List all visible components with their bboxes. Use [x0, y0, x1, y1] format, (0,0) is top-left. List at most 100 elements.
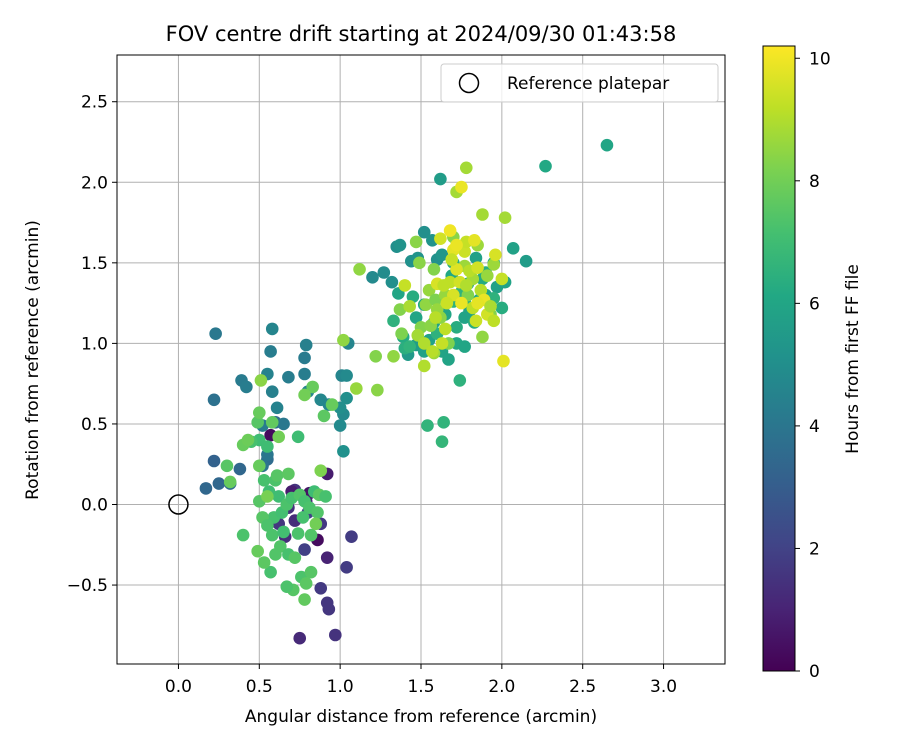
data-point	[489, 248, 502, 262]
y-tick-label: 1.5	[81, 254, 108, 274]
data-point	[409, 235, 423, 249]
data-point	[366, 271, 379, 284]
reference-platepar-marker	[168, 494, 189, 515]
data-point	[450, 320, 463, 334]
data-point	[450, 262, 463, 276]
colorbar: 0 2 4 6 8 10 Hours from first FF file	[762, 45, 863, 682]
data-point	[459, 161, 473, 175]
data-point	[270, 469, 284, 482]
data-point	[272, 430, 286, 444]
data-point	[277, 525, 290, 539]
data-point	[309, 517, 323, 531]
data-point	[298, 543, 311, 556]
data-point	[233, 462, 247, 476]
data-point	[421, 419, 434, 432]
data-point	[333, 419, 347, 432]
data-point	[437, 279, 450, 292]
colorbar-ticks: 0 2 4 6 8 10	[795, 49, 831, 682]
data-point	[240, 380, 253, 394]
data-point	[435, 337, 449, 350]
data-point	[298, 367, 311, 381]
data-point	[282, 370, 295, 384]
data-point	[320, 551, 334, 564]
data-point	[314, 581, 328, 595]
data-point	[298, 593, 311, 606]
data-point	[476, 208, 489, 221]
data-point	[277, 417, 290, 431]
y-tick-label: 0.0	[81, 496, 108, 516]
data-point	[406, 290, 420, 303]
data-point	[257, 556, 271, 569]
data-point	[443, 224, 457, 237]
data-point	[304, 528, 318, 542]
y-tick-label: 0.5	[81, 415, 108, 435]
data-point	[209, 327, 222, 341]
data-point	[458, 340, 471, 353]
data-point	[403, 300, 416, 313]
data-point	[282, 467, 295, 481]
data-point	[252, 406, 266, 419]
data-point	[435, 248, 449, 262]
data-point	[468, 233, 481, 247]
data-point	[337, 445, 350, 458]
data-point	[261, 490, 274, 503]
colorbar-tick-label: 4	[809, 417, 820, 437]
data-point	[417, 359, 431, 373]
data-point	[495, 272, 509, 286]
data-point	[429, 311, 442, 324]
data-point	[429, 293, 442, 307]
legend-box	[440, 63, 719, 103]
data-point	[506, 242, 520, 255]
data-point	[413, 256, 426, 270]
data-point	[497, 354, 510, 368]
data-point	[265, 416, 279, 429]
data-point	[387, 314, 400, 328]
data-point	[417, 225, 431, 239]
data-point	[398, 279, 412, 292]
data-point	[480, 269, 494, 283]
colorbar-tick-label: 2	[809, 539, 820, 559]
data-point	[539, 159, 552, 173]
legend-label: Reference platepar	[507, 74, 669, 94]
data-point	[251, 416, 264, 429]
data-point	[474, 283, 488, 297]
colorbar-tick-label: 10	[809, 49, 831, 69]
data-point	[298, 351, 311, 365]
y-axis-ticks: −0.5 0.0 0.5 1.0 1.5 2.0 2.5	[67, 93, 117, 596]
scatter-points	[199, 138, 614, 645]
legend: Reference platepar	[440, 63, 719, 103]
data-point	[519, 254, 533, 268]
data-point	[270, 401, 284, 415]
data-point	[469, 251, 483, 265]
y-tick-label: 1.0	[81, 334, 108, 354]
data-point	[320, 596, 334, 610]
data-point	[487, 258, 501, 271]
data-point	[299, 577, 313, 590]
data-point	[265, 385, 279, 399]
data-point	[236, 528, 250, 542]
data-point	[395, 327, 408, 341]
x-tick-label: 2.0	[488, 677, 515, 697]
data-point	[453, 374, 467, 387]
data-point	[269, 548, 282, 561]
data-point	[299, 338, 313, 352]
data-point	[393, 303, 407, 316]
data-point	[340, 391, 353, 405]
data-point	[455, 296, 468, 310]
data-point	[440, 296, 454, 310]
data-point	[337, 333, 350, 347]
data-point	[495, 301, 509, 315]
x-tick-label: 0.0	[165, 677, 192, 697]
y-tick-label: 2.5	[81, 93, 108, 113]
data-point	[403, 340, 416, 353]
y-tick-label: −0.5	[67, 576, 108, 596]
y-tick-label: 2.0	[81, 173, 108, 193]
data-point	[265, 322, 279, 336]
data-point	[340, 561, 353, 574]
data-point	[377, 266, 391, 279]
x-tick-label: 0.5	[246, 677, 273, 697]
data-point	[257, 474, 271, 487]
colorbar-label: Hours from first FF file	[843, 264, 863, 454]
x-tick-label: 3.0	[650, 677, 677, 697]
data-point	[319, 490, 332, 503]
